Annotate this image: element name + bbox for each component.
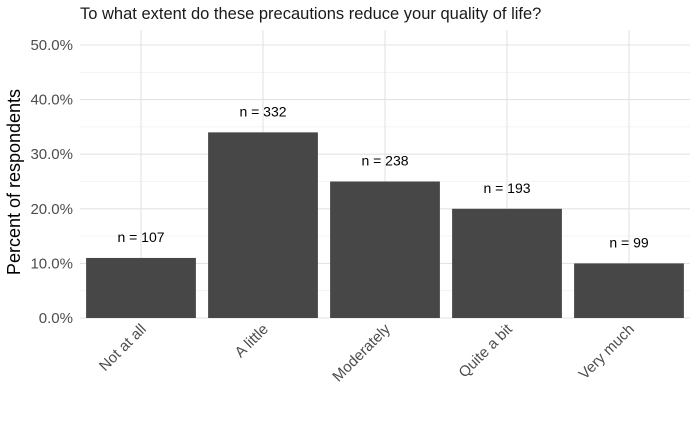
x-tick-label: A little [232,321,272,361]
chart-title: To what extent do these precautions redu… [80,5,542,23]
bar-very-much [574,263,684,318]
bar-moderately [330,181,440,318]
data-labels: n = 107 n = 332 n = 238 n = 193 n = 99 [117,103,648,250]
y-tick-label: 0.0% [39,310,73,327]
x-tick-label: Moderately [329,320,394,385]
y-tick-label: 20.0% [30,201,73,218]
bar-not-at-all [86,257,196,318]
y-tick-label: 30.0% [30,146,73,163]
y-axis-label: Percent of respondents [4,89,24,275]
x-tick-label: Quite a bit [455,320,516,381]
x-tick-label: Very much [576,321,638,383]
y-tick-label: 40.0% [30,92,73,109]
x-axis-ticks: Not at all A little Moderately Quite a bit V… [96,320,638,385]
bar-quite-a-bit [452,208,562,318]
y-tick-label: 10.0% [30,255,73,272]
data-label: n = 193 [483,180,530,196]
data-label: n = 332 [239,103,286,119]
bars [86,132,684,318]
data-label: n = 238 [361,153,408,169]
y-axis-ticks: 0.0% 10.0% 20.0% 30.0% 40.0% 50.0% [30,37,73,327]
bar-a-little [208,132,318,318]
x-tick-label: Not at all [96,321,150,375]
data-label: n = 99 [609,234,649,250]
data-label: n = 107 [117,229,164,245]
y-tick-label: 50.0% [30,37,73,54]
